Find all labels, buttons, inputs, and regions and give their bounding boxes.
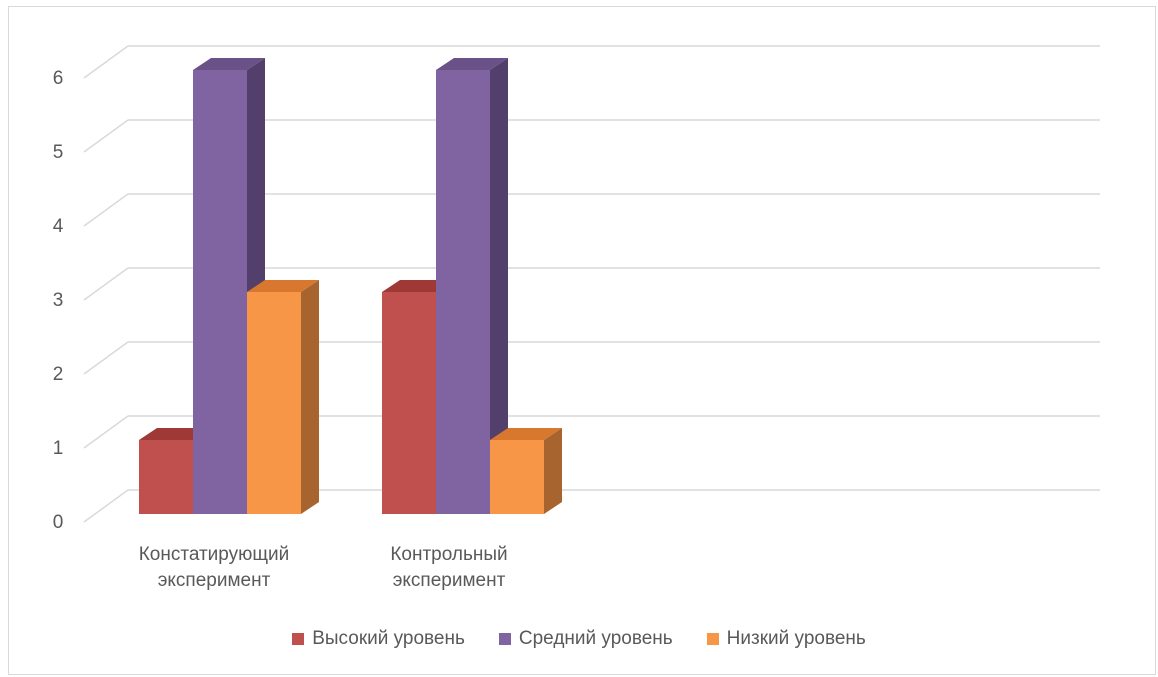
category-label: Констатирующий эксперимент <box>139 544 290 591</box>
gridline-diagonal <box>83 193 129 227</box>
legend-label: Низкий уровень <box>726 628 866 649</box>
bar-front <box>193 70 247 514</box>
y-tick-label: 5 <box>53 142 64 163</box>
bar-top <box>193 58 265 70</box>
y-tick-label: 3 <box>53 290 64 311</box>
bar-top <box>436 58 508 70</box>
bar-front <box>436 70 490 514</box>
bar-front <box>247 292 301 514</box>
bar-top <box>247 280 319 292</box>
bar-front <box>382 292 436 514</box>
legend-swatch <box>498 633 511 645</box>
y-tick-label: 1 <box>53 438 64 459</box>
legend-swatch <box>292 633 305 645</box>
gridline-diagonal <box>83 267 129 301</box>
y-tick-label: 6 <box>53 68 64 89</box>
y-tick-label: 4 <box>53 216 64 237</box>
gridline-diagonal <box>83 119 129 153</box>
legend-item: Высокий уровень <box>292 628 465 650</box>
gridline-diagonal <box>83 415 129 449</box>
legend-item: Средний уровень <box>498 628 673 650</box>
legend-label: Средний уровень <box>518 628 673 649</box>
legend-item: Низкий уровень <box>706 628 866 650</box>
y-tick-label: 2 <box>53 364 64 385</box>
y-axis-ticks: 0 1 2 3 4 5 6 <box>53 68 64 533</box>
category-label: Контрольный эксперимент <box>390 544 507 591</box>
bar <box>247 280 319 514</box>
bar-side <box>544 428 562 514</box>
x-axis-categories: Констатирующий эксперимент Контрольный эксп… <box>139 544 508 591</box>
bars <box>139 58 562 514</box>
gridline-diagonal <box>83 489 129 523</box>
legend-label: Высокий уровень <box>312 628 465 649</box>
legend-swatch <box>706 633 719 645</box>
bar-front <box>490 440 544 514</box>
bar <box>490 428 562 514</box>
bar-side <box>490 58 508 514</box>
bar-top <box>490 428 562 440</box>
gridline-diagonal <box>83 341 129 375</box>
legend: Высокий уровень Средний уровень Низкий уро… <box>0 628 1158 650</box>
bar-front <box>139 440 193 514</box>
bar-side <box>301 280 319 514</box>
bar <box>436 58 508 514</box>
y-tick-label: 0 <box>53 512 64 533</box>
gridline-diagonal <box>83 45 129 79</box>
